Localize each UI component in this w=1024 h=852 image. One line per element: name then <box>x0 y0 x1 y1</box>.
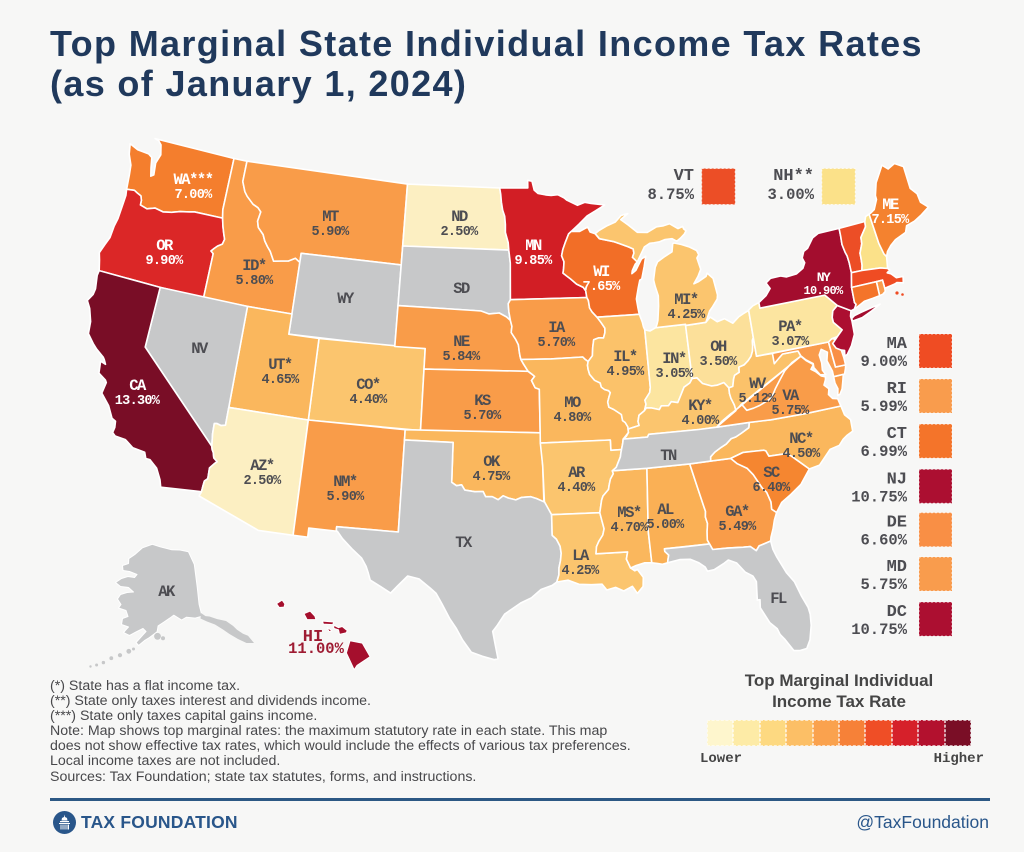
svg-text:FL: FL <box>770 590 787 608</box>
svg-text:4.40%: 4.40% <box>349 393 388 408</box>
svg-text:6.99%: 6.99% <box>860 443 907 461</box>
svg-text:9.85%: 9.85% <box>514 254 553 269</box>
svg-text:5.00%: 5.00% <box>646 518 685 533</box>
svg-text:13.30%: 13.30% <box>115 394 161 409</box>
svg-text:5.99%: 5.99% <box>860 398 907 416</box>
svg-text:IA: IA <box>548 319 566 337</box>
svg-text:TX: TX <box>455 534 473 552</box>
svg-text:3.07%: 3.07% <box>771 335 810 350</box>
svg-text:MA: MA <box>887 335 908 354</box>
svg-text:SC: SC <box>763 464 780 482</box>
svg-text:4.95%: 4.95% <box>606 365 645 380</box>
svg-text:LA: LA <box>572 547 590 565</box>
svg-text:IL*: IL* <box>613 348 637 366</box>
svg-text:ND: ND <box>451 208 468 226</box>
svg-text:2.50%: 2.50% <box>440 225 479 240</box>
svg-text:AL: AL <box>657 501 674 519</box>
svg-text:7.65%: 7.65% <box>582 280 621 295</box>
svg-text:DE: DE <box>887 514 907 533</box>
svg-text:AZ*: AZ* <box>250 457 274 475</box>
svg-text:7.15%: 7.15% <box>871 213 910 228</box>
svg-text:5.90%: 5.90% <box>311 225 350 240</box>
svg-text:4.25%: 4.25% <box>561 564 600 579</box>
svg-text:VA: VA <box>782 387 800 405</box>
svg-text:SD: SD <box>453 280 470 298</box>
svg-text:10.75%: 10.75% <box>851 488 908 506</box>
svg-text:CT: CT <box>887 425 907 444</box>
svg-text:5.80%: 5.80% <box>235 274 274 289</box>
svg-text:NM*: NM* <box>333 473 357 491</box>
svg-text:MT: MT <box>322 208 339 226</box>
svg-text:WI: WI <box>593 263 610 281</box>
svg-text:OK: OK <box>483 453 501 471</box>
svg-text:NE: NE <box>453 333 470 351</box>
svg-text:VT: VT <box>674 167 694 186</box>
svg-text:8.75%: 8.75% <box>647 186 694 204</box>
svg-text:5.49%: 5.49% <box>718 520 757 535</box>
svg-text:3.00%: 3.00% <box>767 186 814 204</box>
svg-text:RI: RI <box>887 380 907 399</box>
svg-text:AR: AR <box>568 464 586 482</box>
svg-text:10.75%: 10.75% <box>851 621 908 639</box>
svg-text:GA*: GA* <box>725 503 749 521</box>
svg-text:5.75%: 5.75% <box>771 404 810 419</box>
svg-text:5.12%: 5.12% <box>738 392 777 407</box>
svg-text:6.40%: 6.40% <box>752 481 791 496</box>
svg-text:IN*: IN* <box>662 350 686 368</box>
svg-text:9.90%: 9.90% <box>145 254 184 269</box>
svg-text:MI*: MI* <box>674 291 698 309</box>
svg-text:OR: OR <box>156 237 174 255</box>
svg-text:3.05%: 3.05% <box>655 367 694 382</box>
svg-text:HI: HI <box>303 628 323 647</box>
svg-text:CA: CA <box>129 377 147 395</box>
svg-text:WY: WY <box>337 290 355 308</box>
svg-text:5.70%: 5.70% <box>463 409 502 424</box>
svg-text:UT*: UT* <box>268 356 292 374</box>
svg-text:ME: ME <box>882 196 899 214</box>
svg-text:7.00%: 7.00% <box>174 188 213 203</box>
svg-text:CO*: CO* <box>356 376 380 394</box>
svg-text:NV: NV <box>191 340 209 358</box>
svg-text:11.00%: 11.00% <box>288 640 345 658</box>
svg-text:4.50%: 4.50% <box>782 447 821 462</box>
svg-text:WV: WV <box>749 375 767 393</box>
svg-text:5.70%: 5.70% <box>537 336 576 351</box>
svg-text:MD: MD <box>887 558 907 577</box>
svg-text:10.90%: 10.90% <box>803 284 844 298</box>
svg-text:9.00%: 9.00% <box>860 353 907 371</box>
svg-text:4.70%: 4.70% <box>610 521 649 536</box>
svg-text:MS*: MS* <box>617 504 641 522</box>
svg-text:KS: KS <box>474 392 491 410</box>
svg-text:MN: MN <box>525 237 542 255</box>
svg-text:6.60%: 6.60% <box>860 532 907 550</box>
svg-text:3.50%: 3.50% <box>699 355 738 370</box>
svg-text:KY*: KY* <box>688 397 712 415</box>
svg-text:MO: MO <box>564 394 581 412</box>
svg-text:5.75%: 5.75% <box>860 576 907 594</box>
svg-text:5.90%: 5.90% <box>326 490 365 505</box>
svg-text:2.50%: 2.50% <box>243 474 282 489</box>
svg-text:4.75%: 4.75% <box>472 470 511 485</box>
svg-text:5.84%: 5.84% <box>442 350 481 365</box>
svg-text:NC*: NC* <box>789 430 813 448</box>
svg-text:4.40%: 4.40% <box>557 481 596 496</box>
svg-text:ID*: ID* <box>242 257 266 275</box>
svg-text:4.65%: 4.65% <box>261 373 300 388</box>
svg-text:OH: OH <box>710 338 727 356</box>
svg-text:AK: AK <box>158 583 176 601</box>
svg-text:TN: TN <box>660 447 677 465</box>
svg-text:DC: DC <box>887 603 907 622</box>
svg-text:NY: NY <box>817 270 831 285</box>
svg-text:4.25%: 4.25% <box>667 308 706 323</box>
svg-text:NH**: NH** <box>773 167 814 186</box>
svg-text:4.80%: 4.80% <box>553 411 592 426</box>
svg-text:NJ: NJ <box>887 470 907 489</box>
svg-text:PA*: PA* <box>778 318 802 336</box>
svg-text:WA***: WA*** <box>173 171 212 189</box>
svg-text:4.00%: 4.00% <box>681 414 720 429</box>
